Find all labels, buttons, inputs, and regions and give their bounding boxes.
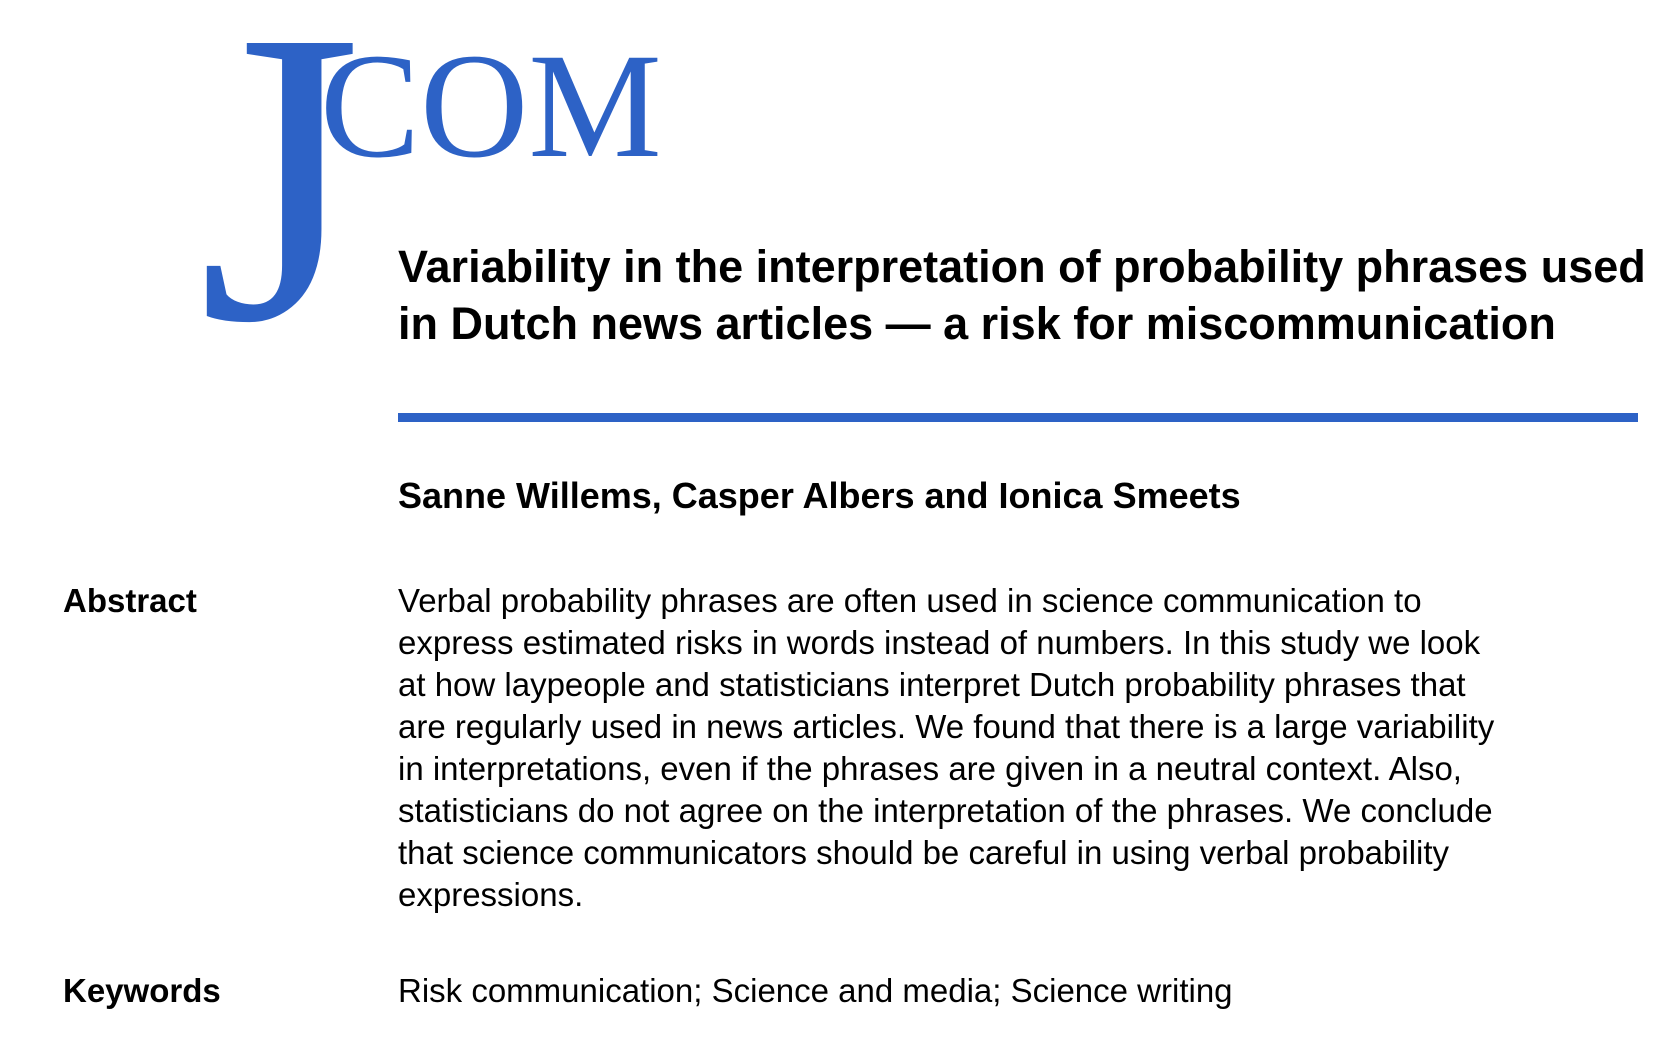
keywords-list: Risk communication; Science and media; S… [398, 972, 1233, 1009]
abstract-label: Abstract [63, 582, 197, 619]
keywords-label: Keywords [63, 972, 221, 1009]
article-title-line-2: in Dutch news articles — a risk for misc… [398, 298, 1556, 349]
article-title-line-1: Variability in the interpretation of pro… [398, 241, 1646, 292]
abstract-line: in interpretations, even if the phrases … [398, 750, 1462, 787]
abstract-line: are regularly used in news articles. We … [398, 708, 1495, 745]
abstract-line: that science communicators should be car… [398, 834, 1450, 871]
author-list: Sanne Willems, Casper Albers and Ionica … [398, 475, 1241, 516]
abstract-line: statisticians do not agree on the interp… [398, 792, 1493, 829]
article-title: Variability in the interpretation of pro… [398, 238, 1648, 352]
logo-letter-j: J [198, 18, 361, 408]
title-divider [398, 413, 1638, 422]
abstract-line: Verbal probability phrases are often use… [398, 582, 1422, 619]
jcom-logo: J COM [190, 18, 690, 408]
logo-letters-com: COM [320, 23, 662, 189]
abstract-line: express estimated risks in words instead… [398, 624, 1481, 661]
abstract-line: at how laypeople and statisticians inter… [398, 666, 1466, 703]
abstract-line: expressions. [398, 876, 584, 913]
abstract-body: Verbal probability phrases are often use… [398, 580, 1538, 916]
